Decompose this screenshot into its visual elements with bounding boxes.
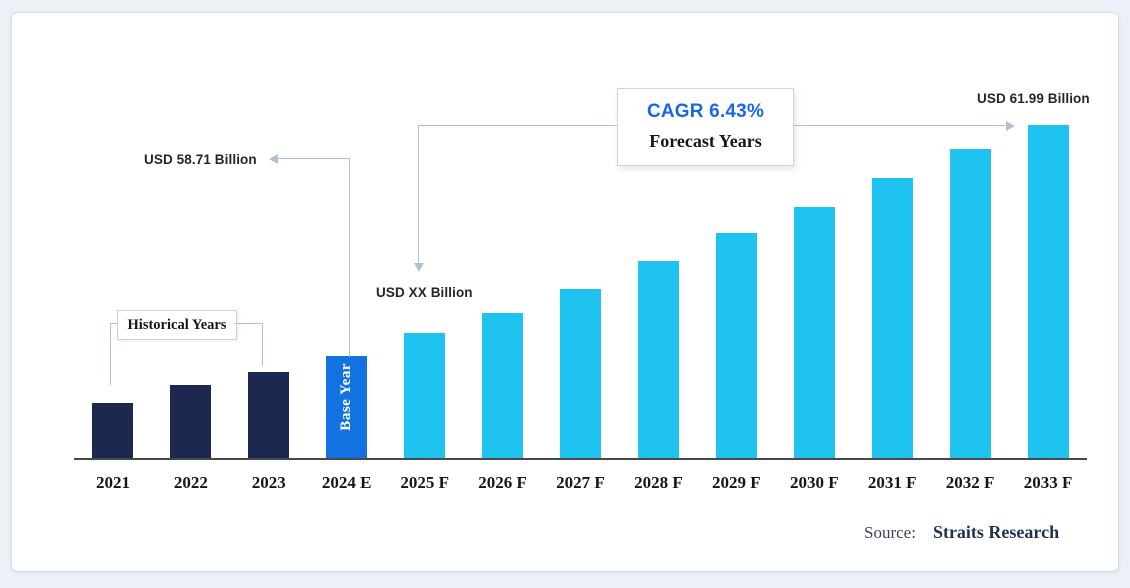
x-axis-label-2033-f: 2033 F xyxy=(1023,473,1073,492)
bar-2031-f xyxy=(871,178,913,458)
x-axis-label-2022: 2022 xyxy=(173,473,208,492)
value-label-2024: USD 58.71 Billion xyxy=(144,152,257,167)
connector-cagr-right xyxy=(794,125,1006,126)
bar-2025-f xyxy=(404,333,446,458)
historical-years-label: Historical Years xyxy=(127,316,227,333)
historical-bracket-right-line xyxy=(262,323,263,366)
forecast-years-label: Forecast Years xyxy=(649,131,762,151)
bar-2028-f xyxy=(637,261,679,458)
bar-2026-f xyxy=(482,313,524,458)
x-axis-label-2032-f: 2032 F xyxy=(945,473,995,492)
source-prefix: Source: xyxy=(864,523,916,542)
chart-card: Base Year 2021 2022 2023 2024 E 2025 F 2026 F… xyxy=(12,13,1118,571)
bar-2021 xyxy=(92,403,134,458)
x-axis-label-2029-f: 2029 F xyxy=(712,473,761,492)
arrow-right-icon xyxy=(1006,121,1015,131)
base-year-label: Base Year xyxy=(338,363,355,431)
historical-bracket-left-line xyxy=(110,323,111,385)
historical-bracket-left-stub xyxy=(110,323,118,324)
cagr-callout-box: CAGR 6.43% Forecast Years xyxy=(617,88,794,166)
historical-years-box: Historical Years xyxy=(117,310,237,340)
connector-cagr-left xyxy=(418,125,617,126)
x-axis-label-2027-f: 2027 F xyxy=(556,473,605,492)
bar-2030-f xyxy=(793,207,835,458)
connector-2024-vertical xyxy=(349,158,350,357)
x-axis-labels: 2021 2022 2023 2024 E 2025 F 2026 F 2027 F 2028… xyxy=(74,473,1087,493)
source-name: Straits Research xyxy=(932,522,1060,542)
bar-2029-f xyxy=(715,233,757,458)
arrow-left-icon xyxy=(269,154,278,164)
x-axis-label-2023: 2023 xyxy=(251,473,286,492)
source-line: Source: Straits Research xyxy=(864,522,1059,543)
x-axis-label-2025-f: 2025 F xyxy=(400,473,449,492)
bar-2033-f xyxy=(1027,125,1069,458)
bar-2032-f xyxy=(949,149,991,458)
connector-2024-horizontal xyxy=(277,158,349,159)
x-axis-label-2024-e: 2024 E xyxy=(321,473,372,492)
x-axis-label-2030-f: 2030 F xyxy=(789,473,839,492)
bars-row: Base Year xyxy=(74,125,1087,458)
value-label-2033: USD 61.99 Billion xyxy=(977,91,1090,106)
x-axis-label-2031-f: 2031 F xyxy=(867,473,917,492)
connector-cagr-down xyxy=(418,125,419,263)
value-label-2025: USD XX Billion xyxy=(376,285,473,300)
bar-2023 xyxy=(248,372,290,458)
cagr-value: CAGR 6.43% xyxy=(646,101,765,122)
bar-2027-f xyxy=(559,289,601,458)
arrow-down-icon xyxy=(414,263,424,272)
x-axis-label-2028-f: 2028 F xyxy=(634,473,683,492)
bar-2024-e: Base Year xyxy=(326,356,368,458)
bar-2022 xyxy=(170,385,212,458)
historical-bracket-right-stub xyxy=(234,323,263,324)
x-axis-line xyxy=(74,458,1087,460)
x-axis-label-2021: 2021 xyxy=(95,473,130,492)
x-axis-label-2026-f: 2026 F xyxy=(478,473,527,492)
